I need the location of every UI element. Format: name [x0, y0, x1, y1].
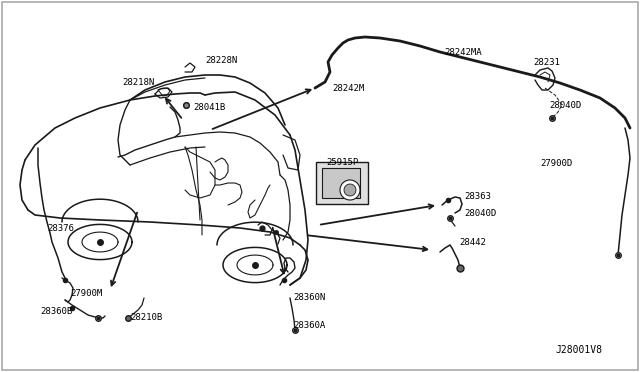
Text: 28242MA: 28242MA	[444, 48, 482, 57]
Text: J28001V8: J28001V8	[555, 345, 602, 355]
Text: 28040D: 28040D	[549, 100, 581, 109]
Circle shape	[344, 184, 356, 196]
Text: 27900M: 27900M	[70, 289, 102, 298]
Text: 28376: 28376	[47, 224, 74, 232]
Circle shape	[340, 180, 360, 200]
Text: 28363: 28363	[464, 192, 491, 201]
Text: 28228N: 28228N	[205, 55, 237, 64]
Text: 25915P: 25915P	[326, 157, 358, 167]
Text: 27900D: 27900D	[540, 158, 572, 167]
Bar	[322, 168, 360, 198]
Text: 28218N: 28218N	[122, 77, 154, 87]
Text: 28442: 28442	[459, 237, 486, 247]
Text: 28360B: 28360B	[40, 307, 72, 315]
Text: 28041B: 28041B	[193, 103, 225, 112]
Text: 28360N: 28360N	[293, 292, 325, 301]
Text: 28242M: 28242M	[332, 83, 364, 93]
Text: 28231: 28231	[533, 58, 560, 67]
Bar	[316, 162, 368, 204]
Text: 28210B: 28210B	[130, 314, 163, 323]
Text: 28040D: 28040D	[464, 208, 496, 218]
Text: 28360A: 28360A	[293, 321, 325, 330]
